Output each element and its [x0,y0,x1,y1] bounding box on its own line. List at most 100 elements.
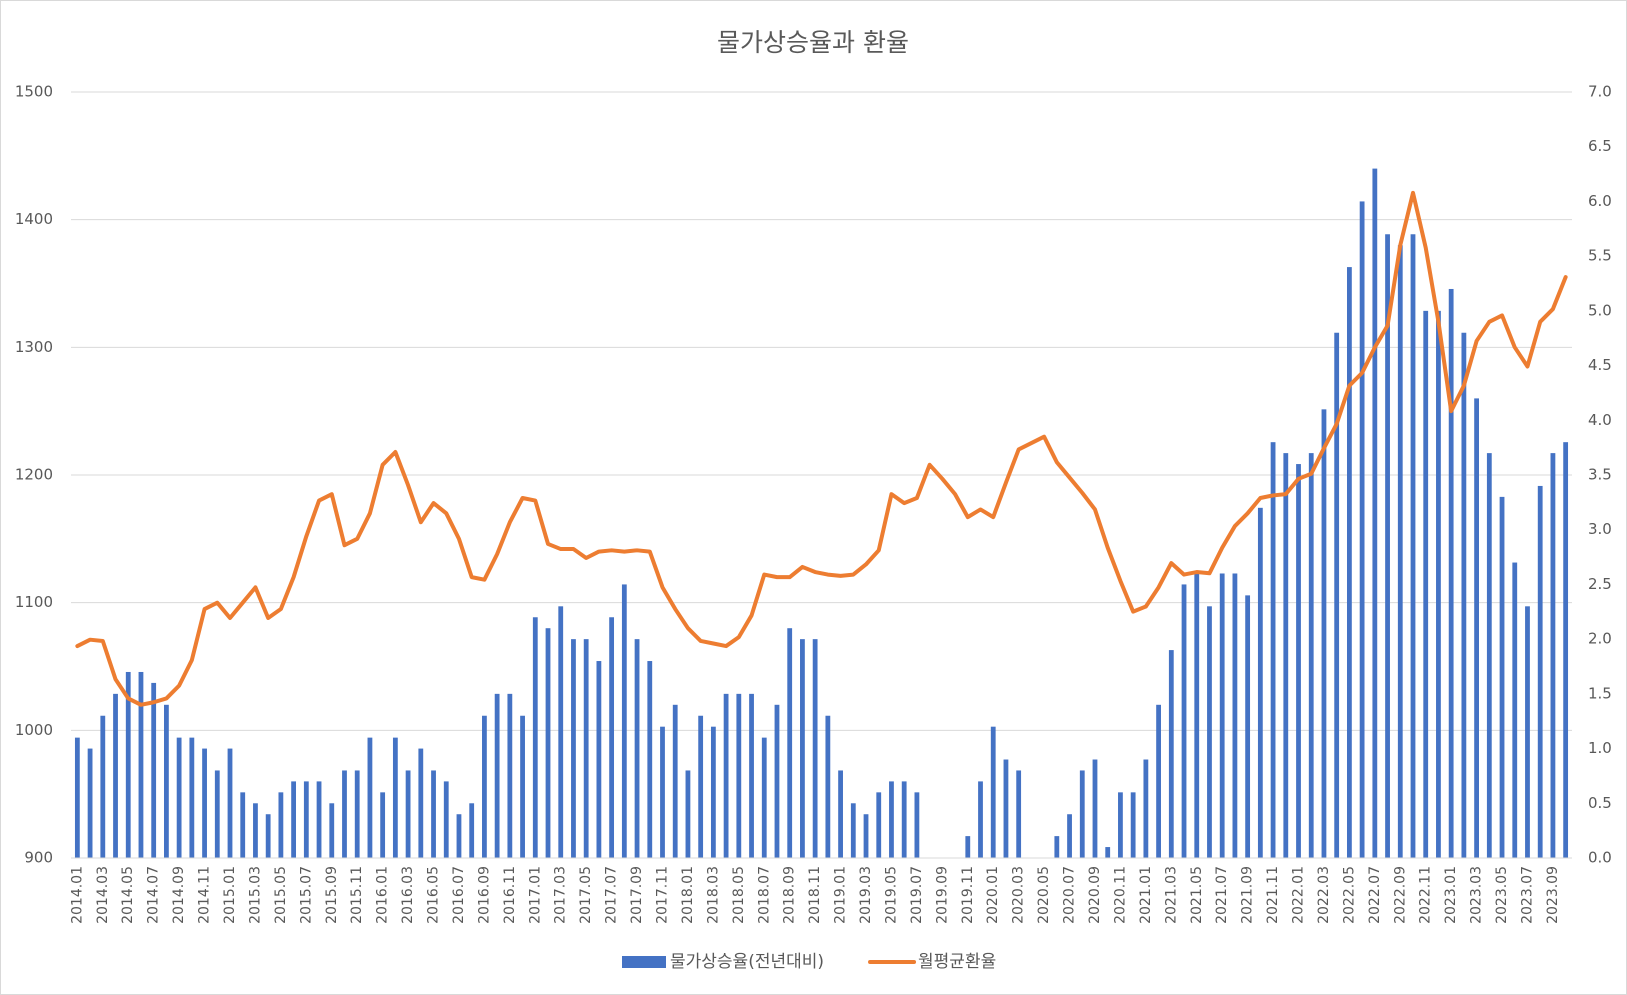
bar [1525,606,1530,858]
bar [507,693,513,858]
bar [329,803,335,858]
bar [1385,234,1390,858]
x-tick-label: 2022.09 [1392,866,1408,924]
x-tick-label: 2014.11 [197,866,213,924]
bar [1270,442,1276,858]
bar [1436,310,1441,858]
bar [405,770,411,858]
bar [850,803,856,858]
bar [125,671,131,858]
y2-tick-label: 5.5 [1588,247,1612,265]
legend-label: 월평균환율 [918,952,996,972]
x-tick-label: 2021.09 [1240,866,1256,924]
bar [380,792,386,858]
x-tick-label: 2017.03 [553,866,569,924]
bar [253,803,258,858]
bar [761,737,767,858]
x-tick-label: 2016.05 [426,866,442,924]
bar [1181,584,1187,858]
bar [545,628,551,858]
x-tick-label: 2020.03 [1011,866,1027,924]
bar [87,748,93,858]
bar [1499,496,1505,858]
x-tick-label: 2019.03 [858,866,874,924]
bar [303,781,309,858]
bar [787,628,793,858]
bar [100,715,106,858]
bar [749,693,754,858]
x-tick-label: 2019.05 [883,866,899,924]
bar [227,748,233,858]
bar [202,748,207,858]
bar [1372,168,1378,859]
bar [367,737,373,858]
bar [1550,453,1556,858]
y-tick-label: 1200 [15,466,53,484]
y2-tick-label: 2.5 [1588,575,1612,593]
x-tick-label: 2018.11 [807,866,823,924]
bar [456,814,462,858]
bar [138,671,144,858]
bar [876,792,882,858]
bar [1232,573,1238,858]
bar [685,770,691,858]
y2-tick-label: 6.0 [1588,192,1612,210]
bar [1079,770,1085,858]
bar [1448,288,1454,858]
x-tick-label: 2020.05 [1036,866,1052,924]
y2-tick-label: 1.0 [1588,739,1612,757]
y2-tick-label: 4.0 [1588,411,1612,429]
bar [1092,759,1098,858]
x-tick-label: 2019.11 [960,866,976,924]
x-tick-label: 2021.03 [1163,866,1179,924]
x-tick-label: 2019.09 [934,866,950,924]
bar [1207,606,1212,858]
bar [1410,234,1416,858]
bar [1245,595,1251,858]
x-tick-label: 2023.03 [1469,866,1485,924]
bar [291,781,297,858]
bar [558,606,564,858]
bar [113,693,118,858]
x-tick-label: 2019.07 [909,866,925,924]
bar [189,737,195,858]
bar [825,715,831,858]
bar [1283,453,1289,858]
bar [265,814,271,858]
x-tick-label: 2015.11 [349,866,365,924]
bar [914,792,920,858]
x-tick-label: 2017.11 [654,866,670,924]
x-tick-label: 2016.09 [476,866,492,924]
x-tick-label: 2016.07 [451,866,467,924]
x-tick-label: 2018.07 [756,866,772,924]
bar [1016,770,1022,858]
bar [240,792,246,858]
bar [520,715,525,858]
y2-tick-label: 3.5 [1588,466,1612,484]
y2-tick-label: 2.0 [1588,630,1612,648]
x-tick-label: 2014.09 [171,866,187,924]
bar [609,617,615,858]
chart-title: 물가상승율과 환율 [717,28,909,57]
bar [316,781,322,858]
bar [1296,464,1301,858]
x-tick-label: 2022.03 [1316,866,1332,924]
x-tick-label: 2020.01 [985,866,1001,924]
y-tick-label: 900 [24,849,53,867]
bar [278,792,284,858]
bar [1397,245,1403,858]
bar [1308,453,1314,858]
y2-tick-label: 5.0 [1588,301,1612,319]
x-tick-label: 2014.03 [95,866,111,924]
bar [698,715,704,858]
bar [1486,453,1492,858]
x-tick-label: 2015.07 [298,866,314,924]
bar [1423,310,1429,858]
legend-label: 물가상승율(전년대비) [670,952,824,972]
bar [1537,485,1543,858]
bar [1168,650,1174,858]
x-tick-label: 2018.03 [705,866,721,924]
y2-tick-label: 4.5 [1588,356,1612,374]
x-tick-label: 2014.01 [69,866,85,924]
